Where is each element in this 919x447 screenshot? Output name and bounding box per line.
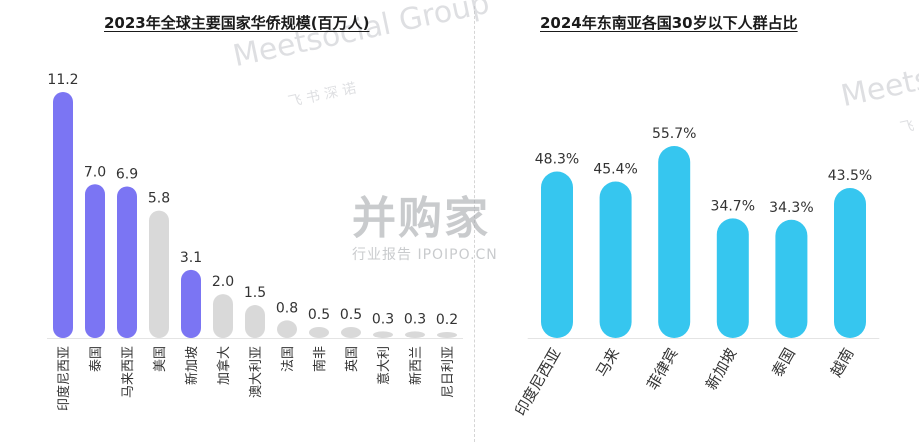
bar bbox=[775, 219, 808, 338]
bar bbox=[117, 186, 137, 338]
category-label: 新加坡 bbox=[702, 345, 740, 393]
bar bbox=[834, 188, 866, 338]
bar bbox=[658, 146, 691, 338]
right-chart-title: 2024年东南亚各国30岁以下人群占比 bbox=[540, 14, 798, 32]
data-label: 45.4% bbox=[593, 162, 637, 178]
data-label: 0.3 bbox=[404, 311, 426, 327]
category-label: 加拿大 bbox=[216, 346, 232, 385]
category-label: 意大利 bbox=[376, 346, 392, 385]
bar bbox=[85, 184, 105, 338]
data-label: 0.5 bbox=[340, 307, 362, 323]
data-label: 0.8 bbox=[276, 300, 298, 316]
data-label: 7.0 bbox=[84, 164, 106, 180]
bar bbox=[541, 171, 573, 338]
data-label: 48.3% bbox=[535, 152, 579, 168]
watermark-brand: 并购家 行业报告 IPOIPO.CN bbox=[352, 182, 498, 264]
watermark-brand-main: 并购家 bbox=[352, 193, 490, 244]
bar bbox=[373, 331, 393, 338]
category-label: 越南 bbox=[827, 345, 858, 380]
bar bbox=[437, 332, 457, 338]
data-label: 1.5 bbox=[244, 285, 266, 301]
category-label: 泰国 bbox=[89, 346, 104, 372]
category-label: 尼日利亚 bbox=[441, 346, 456, 398]
category-label: 新西兰 bbox=[408, 346, 424, 385]
data-label: 0.5 bbox=[308, 307, 330, 323]
category-label: 印度尼西亚 bbox=[511, 345, 564, 419]
data-label: 0.3 bbox=[372, 311, 394, 327]
bar bbox=[716, 218, 749, 338]
category-label: 南非 bbox=[312, 346, 328, 372]
watermark-brand-sub: 行业报告 IPOIPO.CN bbox=[352, 247, 498, 263]
category-label: 英国 bbox=[345, 346, 360, 372]
category-label: 马来西亚 bbox=[121, 346, 136, 398]
left-chart-title: 2023年全球主要国家华侨规模(百万人) bbox=[104, 14, 370, 32]
bar bbox=[277, 320, 297, 338]
category-label: 菲律宾 bbox=[644, 345, 682, 393]
panel-divider bbox=[474, 6, 475, 442]
data-label: 6.9 bbox=[116, 166, 138, 182]
overseas-chinese-bar-chart: 11.2 印度尼西亚 7.0 泰国 6.9 马来西亚 5.8 美国 3.1 新加坡 2.0 加拿大 1.… bbox=[47, 72, 463, 411]
category-label: 澳大利亚 bbox=[248, 346, 264, 398]
data-label: 55.7% bbox=[652, 126, 696, 142]
data-label: 43.5% bbox=[828, 168, 872, 184]
bar bbox=[53, 92, 73, 338]
bar bbox=[149, 210, 169, 338]
bar bbox=[405, 331, 425, 338]
bar bbox=[309, 327, 329, 338]
bar bbox=[181, 269, 201, 338]
data-label: 34.7% bbox=[711, 198, 755, 214]
data-label: 2.0 bbox=[212, 274, 234, 290]
bar bbox=[213, 294, 233, 338]
data-label: 11.2 bbox=[47, 72, 78, 88]
bar bbox=[599, 181, 632, 338]
category-label: 法国 bbox=[281, 346, 296, 372]
category-label: 马来 bbox=[592, 345, 623, 380]
data-label: 34.3% bbox=[769, 200, 813, 216]
category-label: 美国 bbox=[153, 346, 168, 372]
category-label: 印度尼西亚 bbox=[56, 346, 72, 411]
category-label: 泰国 bbox=[768, 345, 799, 380]
data-label: 5.8 bbox=[148, 191, 170, 207]
category-label: 新加坡 bbox=[184, 346, 200, 385]
data-label: 0.2 bbox=[436, 312, 458, 328]
youth-share-bar-chart: 48.3% 印度尼西亚 45.4% 马来 55.7% 菲律宾 34.7% 新加坡 34.3% 泰国… bbox=[511, 126, 880, 419]
data-label: 3.1 bbox=[180, 250, 202, 266]
bar bbox=[245, 305, 265, 338]
bar bbox=[341, 327, 361, 338]
